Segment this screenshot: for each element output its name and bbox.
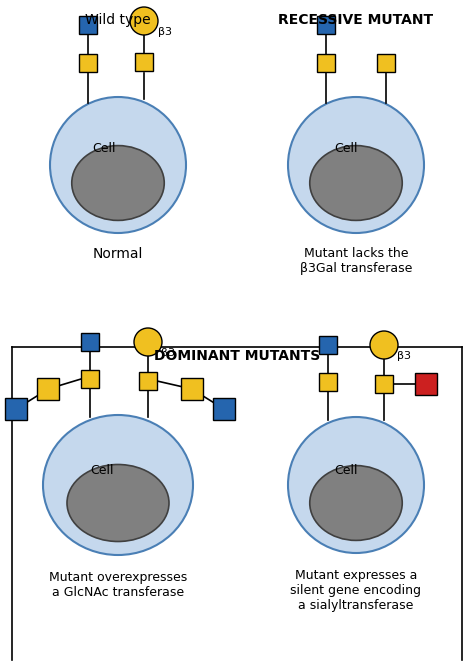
Text: Mutant overexpresses
a GlcNAc transferase: Mutant overexpresses a GlcNAc transferas… [49, 571, 187, 599]
Ellipse shape [310, 465, 402, 541]
Ellipse shape [50, 97, 186, 233]
Circle shape [370, 331, 398, 359]
Circle shape [134, 328, 162, 356]
FancyBboxPatch shape [81, 333, 99, 351]
FancyBboxPatch shape [377, 54, 395, 72]
FancyBboxPatch shape [375, 375, 393, 393]
FancyBboxPatch shape [317, 16, 335, 34]
FancyBboxPatch shape [317, 54, 335, 72]
Circle shape [130, 7, 158, 35]
Text: Cell: Cell [334, 142, 358, 156]
Text: Wild type: Wild type [85, 13, 151, 27]
Ellipse shape [310, 146, 402, 220]
FancyBboxPatch shape [81, 370, 99, 388]
FancyBboxPatch shape [79, 54, 97, 72]
Ellipse shape [67, 464, 169, 541]
FancyBboxPatch shape [319, 373, 337, 391]
Text: β3: β3 [158, 27, 172, 37]
Text: β3: β3 [397, 351, 411, 361]
Text: Cell: Cell [92, 142, 116, 156]
FancyBboxPatch shape [139, 372, 157, 390]
Text: Normal: Normal [93, 247, 143, 261]
Ellipse shape [288, 97, 424, 233]
Ellipse shape [288, 417, 424, 553]
Ellipse shape [43, 415, 193, 555]
FancyBboxPatch shape [79, 16, 97, 34]
FancyBboxPatch shape [135, 53, 153, 71]
Text: DOMINANT MUTANTS: DOMINANT MUTANTS [154, 349, 320, 363]
Text: β3: β3 [161, 348, 175, 358]
Text: Cell: Cell [334, 464, 358, 477]
Text: Cell: Cell [90, 464, 114, 477]
Text: Mutant expresses a
silent gene encoding
a sialyltransferase: Mutant expresses a silent gene encoding … [291, 569, 421, 612]
FancyBboxPatch shape [319, 336, 337, 354]
Text: Mutant lacks the
β3Gal transferase: Mutant lacks the β3Gal transferase [300, 247, 412, 275]
Ellipse shape [72, 146, 164, 220]
Text: RECESSIVE MUTANT: RECESSIVE MUTANT [278, 13, 434, 27]
